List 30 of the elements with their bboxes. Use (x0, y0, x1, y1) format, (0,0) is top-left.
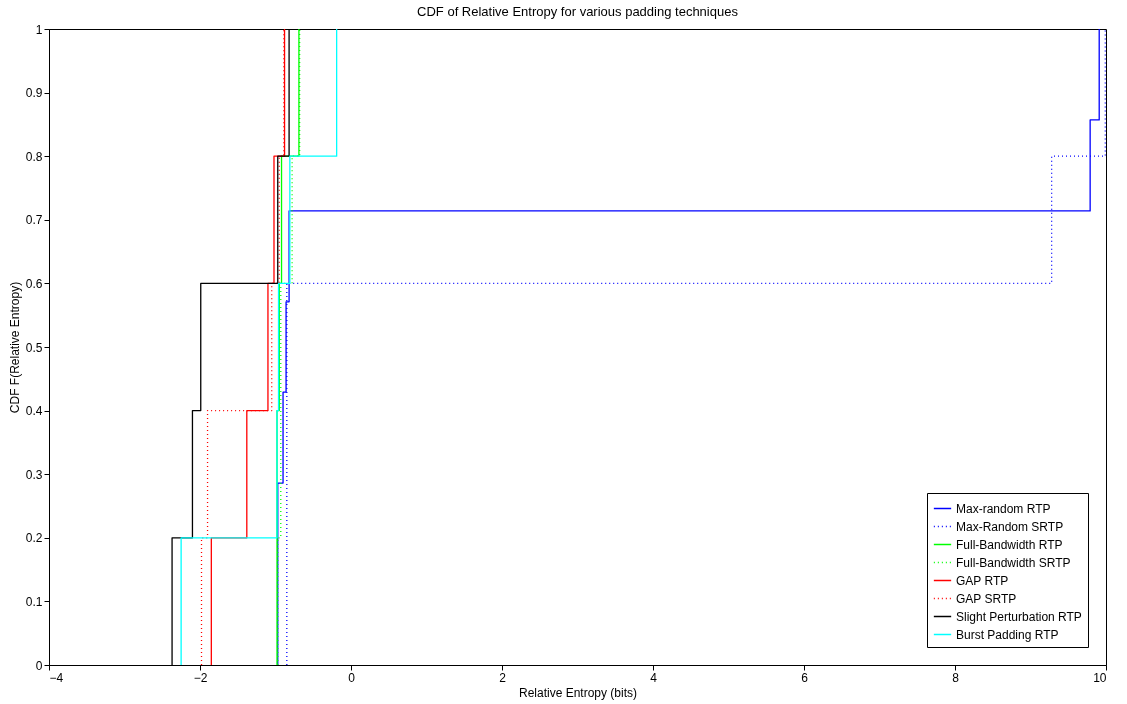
y-tick-label: 1 (35, 22, 43, 37)
legend-label: Full-Bandwidth SRTP (956, 555, 1071, 570)
x-tick-label: −4 (49, 670, 64, 685)
legend-label: GAP RTP (956, 573, 1009, 588)
legend-label: Burst Padding RTP (956, 627, 1059, 642)
x-tick-label: 4 (650, 670, 658, 685)
y-tick-label: 0.1 (25, 594, 43, 609)
x-tick-label: −2 (193, 670, 208, 685)
y-tick-label: 0.7 (25, 213, 43, 228)
x-tick-label: 10 (1093, 670, 1107, 685)
x-tick-label: 8 (952, 670, 960, 685)
legend-label: GAP SRTP (956, 591, 1017, 606)
x-axis-title: Relative Entropy (bits) (518, 685, 638, 700)
y-tick-label: 0.9 (25, 86, 43, 101)
legend-label: Max-random RTP (956, 501, 1051, 516)
y-tick-label: 0.8 (25, 149, 43, 164)
x-tick-label: 0 (348, 670, 356, 685)
legend-label: Slight Perturbation RTP (956, 609, 1082, 624)
x-tick-label: 2 (499, 670, 507, 685)
legend-label: Full-Bandwidth RTP (956, 537, 1063, 552)
y-axis-title: CDF F(Relative Entropy) (7, 281, 22, 414)
y-tick-label: 0 (35, 658, 43, 673)
legend-label: Max-Random SRTP (956, 519, 1064, 534)
chart-title: CDF of Relative Entropy for various padding techniques (417, 4, 739, 19)
y-tick-label: 0.2 (25, 531, 43, 546)
y-tick-label: 0.4 (25, 404, 43, 419)
x-tick-label: 6 (801, 670, 809, 685)
y-tick-label: 0.3 (25, 467, 43, 482)
y-tick-label: 0.6 (25, 276, 43, 291)
y-tick-label: 0.5 (25, 340, 43, 355)
